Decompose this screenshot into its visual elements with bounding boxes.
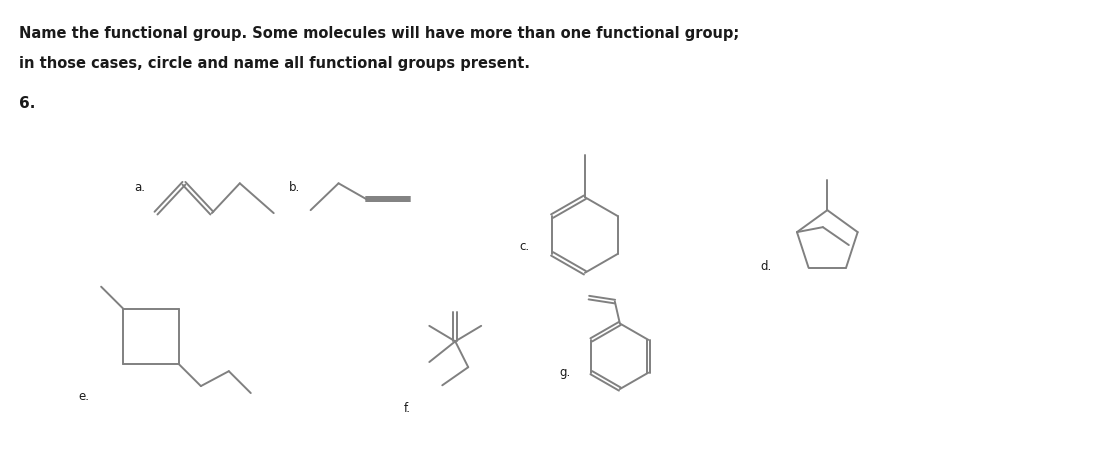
Text: Name the functional group. Some molecules will have more than one functional gro: Name the functional group. Some molecule… [19, 26, 740, 41]
Text: f.: f. [403, 403, 410, 416]
Text: g.: g. [559, 366, 570, 379]
Text: a.: a. [134, 181, 146, 194]
Text: b.: b. [289, 181, 300, 194]
Text: d.: d. [761, 260, 772, 273]
Text: 6.: 6. [19, 96, 36, 111]
Text: c.: c. [519, 240, 529, 253]
Text: in those cases, circle and name all functional groups present.: in those cases, circle and name all func… [19, 56, 530, 71]
Text: e.: e. [78, 389, 89, 403]
